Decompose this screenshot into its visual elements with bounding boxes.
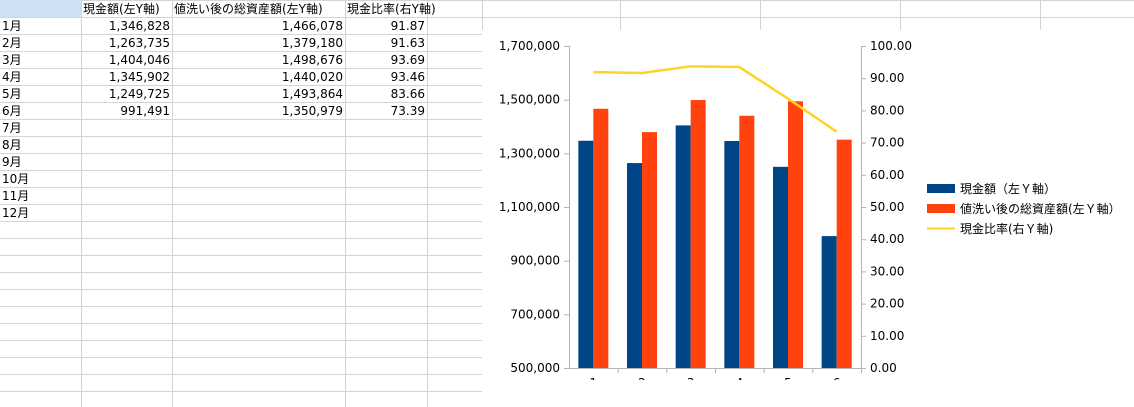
- bar-total-assets: [788, 101, 803, 368]
- cell-total-assets[interactable]: 1,466,078: [281, 19, 343, 33]
- header-cash-ratio[interactable]: 現金比率(右Y軸): [347, 2, 436, 16]
- cell-cash[interactable]: 1,263,735: [108, 36, 170, 50]
- left-y-tick-label: 1,300,000: [499, 146, 560, 160]
- cell-cash[interactable]: 1,346,828: [108, 19, 170, 33]
- x-tick-label: 6: [833, 376, 841, 380]
- cell-cash-ratio[interactable]: 93.69: [390, 53, 425, 67]
- cell-total-assets[interactable]: 1,350,979: [281, 104, 343, 118]
- cell-cash[interactable]: [81, 137, 172, 154]
- left-y-tick-label: 1,700,000: [499, 39, 560, 53]
- right-y-tick-label: 20.00: [870, 297, 904, 311]
- cell-cash[interactable]: [81, 154, 172, 171]
- cell-cash[interactable]: [81, 120, 172, 137]
- left-y-tick-label: 700,000: [510, 307, 560, 321]
- row-month-label[interactable]: 4月: [2, 70, 22, 84]
- line-cash-ratio: [593, 65, 838, 133]
- bar-cash: [627, 163, 642, 368]
- cell-cash-ratio[interactable]: 91.63: [390, 36, 425, 50]
- cell-cash-ratio[interactable]: [345, 137, 427, 154]
- cell-total-assets[interactable]: [172, 137, 345, 154]
- right-y-tick-label: 60.00: [870, 168, 904, 182]
- cell-cash[interactable]: [81, 188, 172, 205]
- cell-cash-ratio[interactable]: [345, 205, 427, 222]
- right-y-tick-label: 40.00: [870, 232, 904, 246]
- x-tick-label: 1: [590, 376, 598, 380]
- row-month-label[interactable]: 1月: [2, 19, 22, 33]
- x-tick-label: 4: [736, 376, 744, 380]
- cell-total-assets[interactable]: 1,440,020: [281, 70, 343, 84]
- header-cell-blank[interactable]: [0, 0, 81, 17]
- cell-cash-ratio[interactable]: 93.46: [390, 70, 425, 84]
- bar-total-assets: [593, 108, 609, 368]
- right-y-tick-label: 70.00: [870, 136, 904, 150]
- cell-total-assets[interactable]: 1,498,676: [281, 53, 343, 67]
- x-tick-label: 2: [638, 376, 646, 380]
- right-y-tick-label: 100.00: [870, 39, 912, 53]
- x-tick-label: 5: [784, 376, 792, 380]
- bar-cash: [675, 125, 691, 368]
- row-month-label[interactable]: 9月: [2, 155, 22, 169]
- row-month-label[interactable]: 11月: [2, 189, 30, 203]
- row-month-label[interactable]: 3月: [2, 53, 22, 67]
- cell-cash-ratio[interactable]: [345, 188, 427, 205]
- right-y-tick-label: 80.00: [870, 103, 904, 117]
- right-y-tick-label: 10.00: [870, 329, 904, 343]
- right-y-tick-label: 50.00: [870, 200, 904, 214]
- cell-total-assets[interactable]: [172, 120, 345, 137]
- bar-total-assets: [836, 139, 852, 368]
- bar-total-assets: [690, 100, 706, 368]
- cell-total-assets[interactable]: 1,493,864: [281, 87, 343, 101]
- cell-cash[interactable]: 1,249,725: [108, 87, 170, 101]
- legend-entry: 値洗い後の総資産額(左Ｙ軸）: [960, 201, 1121, 216]
- left-y-tick-label: 500,000: [510, 361, 560, 375]
- right-y-tick-label: 30.00: [870, 264, 904, 278]
- left-y-tick-label: 900,000: [510, 254, 560, 268]
- bar-total-assets: [642, 132, 657, 368]
- legend-entry: 現金額（左Ｙ軸）: [960, 181, 1056, 196]
- cell-cash-ratio[interactable]: [345, 171, 427, 188]
- cell-total-assets[interactable]: [172, 205, 345, 222]
- cell-cash-ratio[interactable]: [345, 120, 427, 137]
- cell-cash-ratio[interactable]: [345, 154, 427, 171]
- bar-cash: [821, 236, 837, 368]
- legend-swatch-total-assets: [927, 204, 955, 213]
- cell-cash-ratio[interactable]: 83.66: [390, 87, 425, 101]
- header-cash[interactable]: 現金額(左Y軸): [83, 2, 160, 16]
- bar-cash: [578, 140, 594, 368]
- cell-cash[interactable]: [81, 205, 172, 222]
- cell-cash-ratio[interactable]: 91.87: [390, 19, 425, 33]
- right-y-tick-label: 0.00: [870, 361, 897, 375]
- left-y-tick-label: 1,100,000: [499, 200, 560, 214]
- cell-cash[interactable]: 1,345,902: [108, 70, 170, 84]
- legend-swatch-cash: [927, 184, 955, 193]
- row-month-label[interactable]: 7月: [2, 121, 22, 135]
- header-total-assets[interactable]: 値洗い後の総資産額(左Y軸): [174, 2, 323, 16]
- row-month-label[interactable]: 10月: [2, 172, 30, 186]
- bar-total-assets: [739, 115, 755, 369]
- cell-total-assets[interactable]: [172, 188, 345, 205]
- bar-cash: [724, 141, 740, 368]
- row-month-label[interactable]: 12月: [2, 206, 30, 220]
- row-month-label[interactable]: 6月: [2, 104, 22, 118]
- x-tick-label: 3: [687, 376, 695, 380]
- row-month-label[interactable]: 8月: [2, 138, 22, 152]
- row-month-label[interactable]: 2月: [2, 36, 22, 50]
- legend-entry: 現金比率(右Ｙ軸): [960, 221, 1053, 236]
- cell-cash[interactable]: 1,404,046: [108, 53, 170, 67]
- cell-total-assets[interactable]: 1,379,180: [281, 36, 343, 50]
- right-y-tick-label: 90.00: [870, 71, 904, 85]
- cell-cash-ratio[interactable]: 73.39: [390, 104, 425, 118]
- bar-cash: [773, 166, 788, 368]
- cell-cash[interactable]: [81, 171, 172, 188]
- cell-total-assets[interactable]: [172, 154, 345, 171]
- combo-chart: 500,000 700,000 900,000 1,100,000 1,300,000 1…: [482, 30, 1134, 380]
- cell-cash[interactable]: 991,491: [120, 104, 170, 118]
- cell-total-assets[interactable]: [172, 171, 345, 188]
- left-y-tick-label: 1,500,000: [499, 93, 560, 107]
- row-month-label[interactable]: 5月: [2, 87, 22, 101]
